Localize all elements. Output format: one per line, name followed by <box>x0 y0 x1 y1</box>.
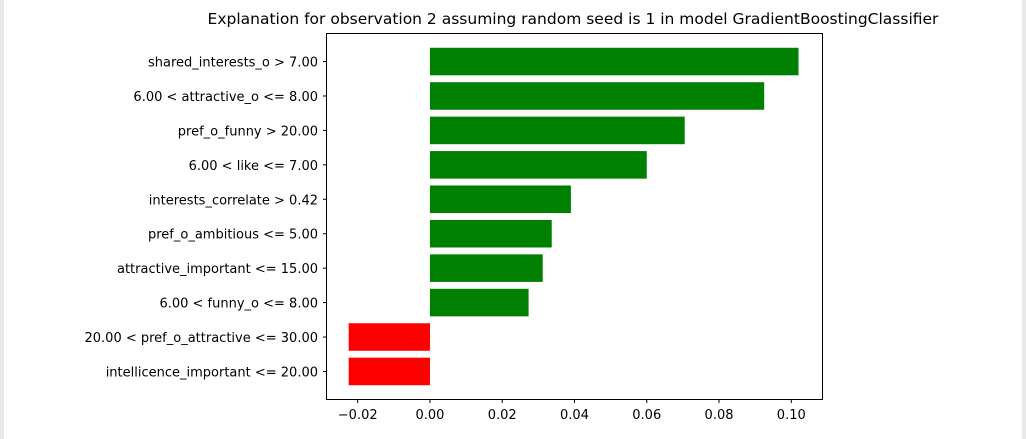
x-ticks: −0.02 0.00 0.02 0.04 0.06 0.08 0.10 <box>338 399 806 423</box>
y-tick-label: pref_o_funny > 20.00 <box>178 124 318 139</box>
bar-10 <box>348 357 430 386</box>
y-tick-label: shared_interests_o > 7.00 <box>148 56 318 71</box>
y-tick-label: pref_o_ambitious <= 5.00 <box>148 228 318 243</box>
x-tick-label: 0.00 <box>415 408 444 423</box>
bar-8 <box>429 288 529 317</box>
bars-group <box>348 47 799 386</box>
y-tick-labels: shared_interests_o > 7.00 6.00 < attracti… <box>85 56 327 380</box>
y-tick-label: attractive_important <= 15.00 <box>117 262 318 277</box>
x-tick-label: 0.02 <box>488 408 517 423</box>
x-tick-label: 0.04 <box>560 408 589 423</box>
bar-2 <box>429 82 765 110</box>
x-tick-label: −0.02 <box>338 408 378 423</box>
bar-1 <box>429 47 799 76</box>
axes-frame <box>326 33 823 400</box>
bar-6 <box>429 219 552 248</box>
y-tick-label: 20.00 < pref_o_attractive <= 30.00 <box>85 331 319 346</box>
y-tick-label: 6.00 < attractive_o <= 8.00 <box>133 90 318 105</box>
y-tick-label: interests_correlate > 0.42 <box>149 193 318 208</box>
x-tick-label: 0.06 <box>632 408 661 423</box>
bar-7 <box>429 254 543 282</box>
bar-3 <box>429 116 685 145</box>
y-tick-label: intellicence_important <= 20.00 <box>106 365 318 380</box>
chart-title: Explanation for observation 2 assuming r… <box>208 10 940 28</box>
y-tick-label: 6.00 < like <= 7.00 <box>189 159 318 174</box>
x-tick-label: 0.10 <box>777 408 806 423</box>
x-tick-label: 0.08 <box>705 408 734 423</box>
bar-5 <box>429 185 571 214</box>
y-tick-label: 6.00 < funny_o <= 8.00 <box>159 297 318 312</box>
bar-4 <box>429 151 647 179</box>
bar-9 <box>348 323 430 351</box>
